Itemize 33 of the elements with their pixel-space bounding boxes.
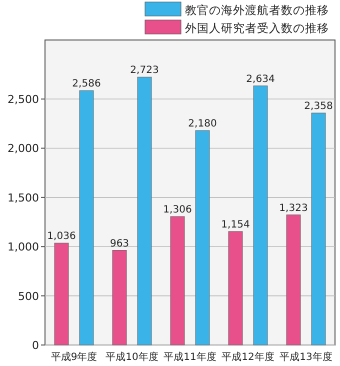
data-label: 1,036: [47, 231, 76, 242]
data-label: 2,358: [304, 101, 333, 112]
data-label: 2,586: [72, 78, 101, 90]
data-label: 2,180: [188, 118, 217, 130]
y-tick-label: 500: [18, 290, 39, 303]
y-tick-label: 0: [32, 339, 39, 352]
bar: [79, 90, 94, 346]
data-label: 1,154: [221, 219, 250, 230]
x-tick-label: 平成13年度: [280, 351, 332, 363]
bar: [228, 231, 243, 346]
y-tick-label: 1,000: [8, 240, 39, 254]
y-tick-label: 2,500: [8, 93, 39, 106]
bar: [253, 86, 268, 346]
y-tick-label: 2,000: [8, 142, 39, 156]
bar: [54, 242, 69, 346]
data-label: 2,723: [130, 65, 159, 76]
bar: [137, 76, 152, 346]
x-tick-label: 平成10年度: [106, 351, 158, 363]
data-label: 963: [110, 238, 130, 250]
bar: [170, 216, 185, 346]
data-label: 1,306: [163, 204, 192, 216]
bar: [286, 214, 301, 346]
bar: [311, 112, 326, 346]
data-label: 1,323: [279, 202, 308, 214]
y-tick-label: 1,500: [8, 191, 39, 204]
bar: [195, 130, 210, 346]
legend-label: 教官の海外渡航者数の推移: [185, 3, 329, 17]
legend-label: 外国人研究者受入数の推移: [185, 21, 329, 35]
bar: [112, 250, 127, 346]
x-tick-label: 平成11年度: [164, 351, 216, 363]
x-tick-label: 平成9年度: [50, 351, 98, 363]
x-tick-label: 平成12年度: [222, 351, 274, 363]
data-label: 2,634: [246, 74, 275, 85]
